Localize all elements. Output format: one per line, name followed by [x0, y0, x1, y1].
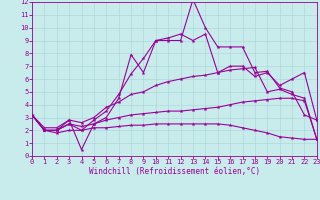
X-axis label: Windchill (Refroidissement éolien,°C): Windchill (Refroidissement éolien,°C)	[89, 167, 260, 176]
